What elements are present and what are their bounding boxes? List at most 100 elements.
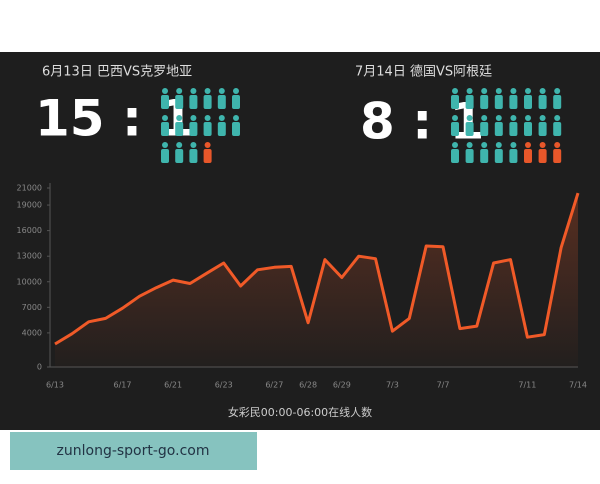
icon-head xyxy=(510,115,517,121)
icon-head xyxy=(204,88,211,94)
icon-body xyxy=(232,122,240,136)
icon-body xyxy=(161,122,169,136)
icon-head xyxy=(452,115,458,121)
icon-body xyxy=(494,122,503,136)
icon-head xyxy=(539,88,546,94)
icon-head xyxy=(554,88,561,94)
icon-head xyxy=(525,115,531,121)
x-tick-label: 7/11 xyxy=(518,381,536,390)
icon-head xyxy=(495,88,502,94)
icon-head xyxy=(495,115,502,121)
icon-body xyxy=(451,149,459,163)
x-tick-label: 6/13 xyxy=(46,381,64,390)
y-tick-label: 19000 xyxy=(17,201,42,210)
icon-head xyxy=(539,115,546,121)
icon-head xyxy=(525,88,531,94)
icon-body xyxy=(494,95,503,109)
icon-body xyxy=(480,149,489,163)
icon-body xyxy=(175,95,184,109)
icon-head xyxy=(466,115,473,121)
icon-head xyxy=(190,115,197,121)
icon-body xyxy=(509,122,518,136)
icon-head xyxy=(233,88,239,94)
icon-head xyxy=(495,142,502,148)
match-title: 6月13日 巴西VS克罗地亚 xyxy=(42,65,192,80)
icon-body xyxy=(175,149,184,163)
icon-head xyxy=(525,142,531,148)
icon-body xyxy=(494,149,503,163)
match-score: 15 : 1 xyxy=(35,90,194,148)
icon-body xyxy=(161,95,169,109)
person-icons xyxy=(161,88,562,163)
x-tick-label: 7/7 xyxy=(437,381,450,390)
icon-body xyxy=(538,95,547,109)
icon-body xyxy=(465,122,474,136)
icon-body xyxy=(175,122,184,136)
icon-body xyxy=(232,95,240,109)
icon-body xyxy=(480,122,489,136)
x-tick-label: 7/14 xyxy=(569,381,587,390)
icon-head xyxy=(452,88,458,94)
icon-head xyxy=(466,88,473,94)
x-tick-label: 7/3 xyxy=(386,381,399,390)
icon-head xyxy=(452,142,458,148)
icon-head xyxy=(218,88,225,94)
icon-head xyxy=(539,142,546,148)
match-score: 8 : 1 xyxy=(360,93,484,151)
icon-head xyxy=(190,142,197,148)
icon-head xyxy=(162,88,168,94)
icon-body xyxy=(553,122,562,136)
icon-body xyxy=(161,149,169,163)
y-tick-label: 21000 xyxy=(17,184,42,193)
icon-body xyxy=(509,95,518,109)
icon-head xyxy=(162,115,168,121)
icon-head xyxy=(218,115,225,121)
icon-head xyxy=(510,142,517,148)
icon-head xyxy=(204,115,211,121)
icon-body xyxy=(451,122,459,136)
icon-body xyxy=(451,95,459,109)
y-tick-label: 10000 xyxy=(17,277,42,286)
x-tick-label: 6/28 xyxy=(299,381,317,390)
icon-body xyxy=(465,95,474,109)
icon-head xyxy=(176,115,183,121)
icon-body xyxy=(203,149,212,163)
icon-head xyxy=(554,115,561,121)
x-tick-label: 6/21 xyxy=(164,381,182,390)
icon-body xyxy=(203,122,212,136)
icon-head xyxy=(466,142,473,148)
icon-head xyxy=(481,142,488,148)
icon-head xyxy=(162,142,168,148)
icon-body xyxy=(217,122,226,136)
y-tick-label: 7000 xyxy=(22,303,42,312)
icon-body xyxy=(189,95,198,109)
icon-head xyxy=(554,142,561,148)
icon-head xyxy=(510,88,517,94)
x-tick-label: 6/29 xyxy=(333,381,351,390)
x-axis-label: 女彩民00:00-06:00在线人数 xyxy=(228,405,372,419)
y-tick-label: 13000 xyxy=(17,252,42,261)
icon-head xyxy=(190,88,197,94)
icon-body xyxy=(524,149,532,163)
icon-head xyxy=(176,88,183,94)
match-title: 7月14日 德国VS阿根廷 xyxy=(355,65,492,80)
icon-body xyxy=(189,122,198,136)
watermark-box xyxy=(10,432,257,470)
icon-head xyxy=(176,142,183,148)
icon-body xyxy=(553,95,562,109)
icon-body xyxy=(553,149,562,163)
icon-body xyxy=(465,149,474,163)
watermark: zunlong-sport-go.com xyxy=(57,443,210,459)
icon-body xyxy=(524,95,532,109)
icon-body xyxy=(509,149,518,163)
y-tick-label: 4000 xyxy=(22,328,42,337)
icon-head xyxy=(481,115,488,121)
icon-body xyxy=(524,122,532,136)
icon-head xyxy=(204,142,211,148)
line xyxy=(54,192,580,346)
icon-body xyxy=(203,95,212,109)
icon-body xyxy=(189,149,198,163)
y-tick-label: 0 xyxy=(37,363,42,372)
